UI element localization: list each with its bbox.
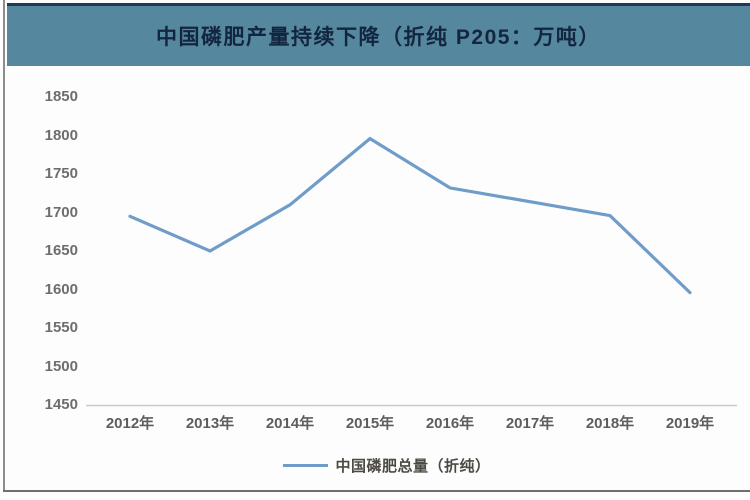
y-tick-label: 1800 [44, 126, 78, 144]
x-axis-labels: 2012年 2013年 2014年 2015年 2016年 2017年 2018年 2019年 [105, 415, 715, 432]
series-line [128, 136, 692, 295]
y-tick-label: 1600 [44, 280, 78, 298]
legend-label: 中国磷肥总量（折纯） [335, 457, 491, 475]
y-tick-label: 1500 [44, 357, 78, 375]
title-banner: 中国磷肥产量持续下降（折纯 P205：万吨） [7, 3, 750, 66]
chart-title: 中国磷肥产量持续下降（折纯 P205：万吨） [156, 26, 601, 49]
legend-line-swatch [283, 463, 329, 467]
frame-left-border [3, 0, 5, 492]
y-tick-label: 1700 [44, 203, 78, 221]
x-tick-label: 2013年 [185, 415, 235, 432]
x-tick-label: 2016年 [425, 415, 475, 432]
y-tick-label: 1850 [44, 88, 78, 105]
x-tick-label: 2014年 [265, 415, 315, 432]
y-tick-label: 1750 [44, 165, 78, 182]
x-tick-label: 2012年 [105, 415, 155, 432]
y-tick-label: 1450 [44, 396, 78, 413]
frame-bottom-border [3, 490, 750, 492]
x-tick-label: 2017年 [505, 415, 555, 432]
x-tick-label: 2015年 [345, 415, 395, 432]
x-tick-label: 2018年 [585, 415, 635, 432]
y-tick-label: 1550 [44, 319, 78, 336]
y-axis-labels: 1850 1800 1750 1700 1650 1600 1550 1500 1450 [20, 0, 78, 420]
y-tick-label: 1650 [44, 242, 78, 259]
legend: 中国磷肥总量（折纯） [12, 456, 750, 475]
x-tick-label: 2019年 [665, 415, 715, 432]
